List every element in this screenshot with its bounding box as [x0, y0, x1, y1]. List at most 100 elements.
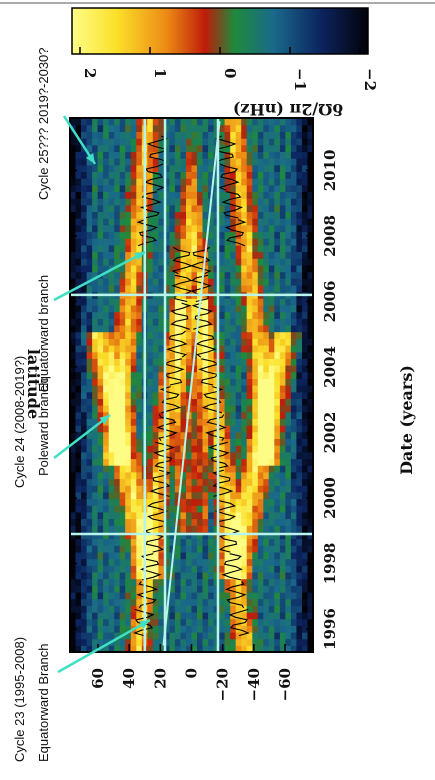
heatmap-cell	[81, 298, 88, 306]
heatmap-cell	[108, 184, 115, 192]
heatmap-cell	[136, 264, 143, 273]
heatmap-cell	[263, 591, 270, 600]
heatmap-cell	[208, 211, 215, 219]
heatmap-cell	[75, 491, 82, 500]
heatmap-cell	[86, 324, 93, 333]
heatmap-cell	[191, 164, 198, 172]
heatmap-cell	[235, 591, 242, 600]
heatmap-cell	[70, 478, 77, 486]
heatmap-cell	[290, 178, 297, 186]
heatmap-cell	[241, 478, 248, 486]
heatmap-cell	[285, 378, 292, 386]
heatmap-cell	[230, 378, 237, 386]
heatmap-cell	[197, 178, 204, 186]
heatmap-cell	[114, 525, 121, 533]
heatmap-cell	[224, 151, 231, 159]
heatmap-cell	[285, 224, 292, 233]
heatmap-cell	[191, 178, 198, 186]
heatmap-cell	[252, 124, 259, 132]
heatmap-cell	[219, 431, 226, 439]
heatmap-cell	[119, 171, 126, 179]
heatmap-cell	[108, 511, 115, 520]
heatmap-cell	[241, 531, 248, 540]
heatmap-cell	[213, 478, 220, 486]
heatmap-cell	[163, 551, 170, 560]
heatmap-cell	[174, 618, 181, 626]
heatmap-cell	[213, 231, 220, 239]
heatmap-cell	[108, 198, 115, 206]
contour-line	[166, 330, 188, 358]
heatmap-cell	[268, 391, 275, 399]
heatmap-cell	[235, 398, 242, 406]
heatmap-cell	[169, 638, 176, 646]
heatmap-cell	[268, 358, 275, 366]
heatmap-cell	[97, 178, 104, 186]
heatmap-cell	[119, 184, 126, 192]
heatmap-cell	[103, 224, 110, 233]
heatmap-cell	[81, 378, 88, 386]
heatmap-cell	[92, 338, 99, 346]
heatmap-cell	[191, 271, 198, 279]
heatmap-cell	[224, 204, 231, 213]
heatmap-cell	[279, 124, 286, 132]
heatmap-cell	[114, 418, 121, 426]
heatmap-cell	[285, 531, 292, 540]
heatmap-cell	[230, 405, 237, 413]
heatmap-cell	[252, 518, 259, 526]
heatmap-cell	[224, 284, 231, 293]
heatmap-cell	[213, 591, 220, 600]
heatmap-cell	[186, 358, 193, 366]
heatmap-cell	[130, 211, 137, 219]
heatmap-cell	[169, 224, 176, 233]
heatmap-cell	[147, 425, 154, 433]
heatmap-cell	[290, 164, 297, 172]
heatmap-cell	[296, 178, 303, 186]
heatmap-cell	[202, 611, 209, 620]
heatmap-cell	[213, 258, 220, 266]
heatmap-cell	[125, 411, 132, 419]
heatmap-cell	[108, 571, 115, 580]
heatmap-cell	[224, 338, 231, 346]
heatmap-cell	[70, 485, 77, 493]
heatmap-cell	[86, 625, 93, 633]
heatmap-cell	[285, 298, 292, 306]
heatmap-cell	[241, 431, 248, 439]
heatmap-cell	[174, 418, 181, 426]
heatmap-cell	[208, 585, 215, 593]
heatmap-cell	[219, 491, 226, 500]
heatmap-cell	[213, 251, 220, 259]
heatmap-cell	[213, 338, 220, 346]
heatmap-cell	[114, 558, 121, 566]
heatmap-cell	[103, 151, 110, 159]
heatmap-cell	[252, 351, 259, 359]
heatmap-cell	[191, 118, 198, 126]
heatmap-cell	[75, 531, 82, 540]
heatmap-cell	[257, 251, 264, 259]
heatmap-cell	[213, 551, 220, 560]
heatmap-cell	[241, 471, 248, 480]
heatmap-cell	[241, 385, 248, 393]
heatmap-cell	[296, 204, 303, 213]
heatmap-cell	[75, 224, 82, 233]
heatmap-cell	[108, 545, 115, 553]
heatmap-cell	[152, 345, 159, 353]
heatmap-cell	[186, 138, 193, 146]
heatmap-cell	[268, 531, 275, 540]
heatmap-cell	[241, 451, 248, 460]
heatmap-cell	[246, 478, 253, 486]
heatmap-cell	[114, 371, 121, 379]
heatmap-cell	[136, 184, 143, 192]
heatmap-cell	[235, 632, 242, 640]
heatmap-cell	[230, 511, 237, 520]
heatmap-cell	[163, 158, 170, 166]
heatmap-cell	[86, 565, 93, 573]
heatmap-cell	[235, 511, 242, 520]
heatmap-cell	[70, 451, 77, 460]
heatmap-cell	[125, 545, 132, 553]
heatmap-cell	[290, 224, 297, 233]
heatmap-cell	[130, 118, 137, 126]
heatmap-cell	[208, 318, 215, 326]
heatmap-cell	[257, 398, 264, 406]
heatmap-cell	[174, 264, 181, 273]
heatmap-cell	[279, 218, 286, 226]
